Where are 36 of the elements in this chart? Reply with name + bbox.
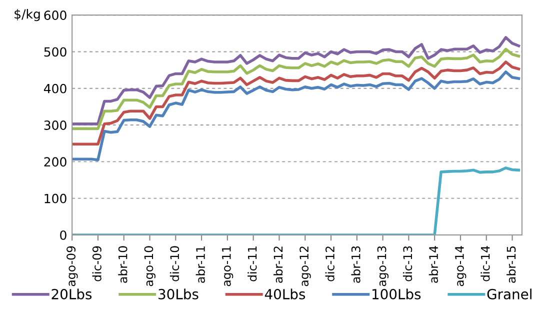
y-tick-label: 200 bbox=[44, 157, 66, 167]
line-series bbox=[72, 70, 520, 162]
x-tick-label: ago-13 bbox=[377, 246, 389, 286]
x-tick-label: abr-12 bbox=[274, 246, 283, 283]
legend-label: 30Lbs bbox=[158, 288, 198, 300]
y-tick-label: 400 bbox=[44, 84, 66, 94]
legend-label: 40Lbs bbox=[264, 288, 306, 300]
y-tick-label: 0 bbox=[60, 230, 66, 240]
x-tick-label: dic-09 bbox=[92, 246, 102, 282]
line-series bbox=[72, 166, 520, 235]
line-series bbox=[72, 60, 520, 146]
x-tick-label: abr-15 bbox=[506, 246, 516, 283]
x-tick-label: ago-10 bbox=[144, 246, 156, 286]
x-tick-label: ago-14 bbox=[455, 246, 466, 286]
line-series bbox=[72, 36, 520, 126]
line-series bbox=[72, 48, 520, 130]
y-tick-label: 300 bbox=[44, 120, 66, 130]
legend-label: Granel bbox=[487, 288, 532, 300]
x-tick-label: ago-11 bbox=[222, 246, 234, 286]
y-tick-label: 600 bbox=[44, 10, 66, 20]
x-tick-label: dic-12 bbox=[325, 246, 334, 282]
legend-label: 100Lbs bbox=[372, 288, 421, 300]
x-tick-label: dic-13 bbox=[402, 246, 412, 282]
x-tick-label: dic-10 bbox=[170, 246, 180, 282]
x-tick-label: abr-11 bbox=[196, 246, 205, 283]
x-tick-label: dic-11 bbox=[248, 246, 257, 282]
y-tick-label: 100 bbox=[44, 194, 66, 204]
x-tick-label: abr-14 bbox=[428, 246, 438, 283]
x-tick-label: dic-14 bbox=[480, 246, 490, 282]
x-tick-label: abr-10 bbox=[118, 246, 128, 283]
legend-label: 20Lbs bbox=[52, 288, 92, 300]
y-tick-label: 500 bbox=[44, 47, 66, 57]
x-tick-label: ago-09 bbox=[66, 246, 78, 286]
x-tick-label: ago-12 bbox=[300, 246, 311, 286]
x-tick-label: abr-13 bbox=[351, 246, 360, 283]
y-axis-title: $/kg bbox=[14, 9, 40, 22]
